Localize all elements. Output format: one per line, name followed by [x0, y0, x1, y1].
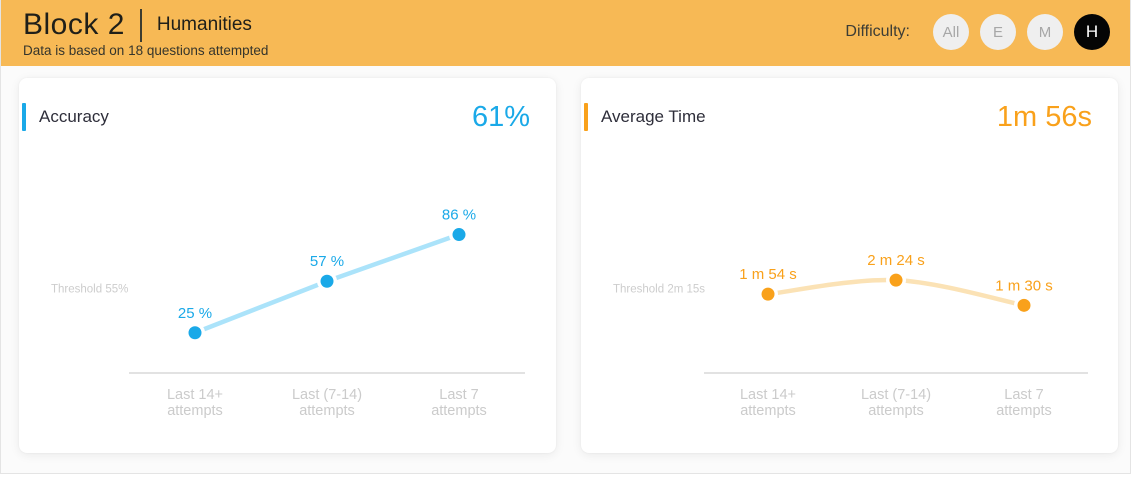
data-point — [889, 273, 903, 287]
data-point-label: 86 % — [442, 207, 476, 224]
x-axis-label: Last (7-14) attempts — [861, 387, 931, 419]
data-point-label: 57 % — [310, 253, 344, 270]
data-point — [452, 228, 466, 242]
x-axis-label: Last (7-14) attempts — [292, 387, 362, 419]
average-time-line-chart: Threshold 2m 15s 1 m 54 s 2 m 24 s 1 m 30 s… — [613, 252, 1088, 419]
difficulty-option-h[interactable]: H — [1074, 14, 1110, 50]
threshold-label: Threshold 55% — [51, 283, 128, 295]
x-axis-label: Last 14+ attempts — [167, 387, 223, 419]
data-point-label: 1 m 54 s — [739, 266, 797, 283]
data-point — [320, 274, 334, 288]
block-title: Block 2 — [23, 8, 125, 41]
average-time-card-header: Average Time 1m 56s — [581, 100, 1118, 133]
accuracy-summary-value: 61% — [471, 100, 530, 133]
data-point — [761, 287, 775, 301]
header-titles: Block 2 Humanities Data is based on 18 q… — [23, 8, 268, 58]
average-time-accent-bar — [584, 103, 588, 131]
difficulty-label: Difficulty: — [845, 23, 910, 40]
data-point-label: 1 m 30 s — [995, 277, 1053, 294]
difficulty-option-e[interactable]: E — [980, 14, 1016, 50]
accuracy-accent-bar — [22, 103, 26, 131]
x-axis-label: Last 14+ attempts — [740, 387, 796, 419]
title-divider — [139, 8, 142, 42]
x-axis-label: Last 7 attempts — [996, 387, 1052, 419]
data-point-label: 25 % — [178, 305, 212, 322]
average-time-card-title: Average Time — [601, 107, 706, 126]
accuracy-line-chart: Threshold 55% 25 % 57 % 86 % Last 14+ attempt… — [51, 207, 525, 419]
subject-title: Humanities — [156, 14, 252, 35]
difficulty-option-all[interactable]: All — [933, 14, 969, 50]
difficulty-option-m[interactable]: M — [1027, 14, 1063, 50]
accuracy-card-title: Accuracy — [39, 107, 109, 126]
data-point — [188, 326, 202, 340]
average-time-card: Average Time 1m 56s Threshold 2m 15s 1 m … — [581, 78, 1118, 453]
data-point-label: 2 m 24 s — [867, 252, 925, 269]
data-point — [1017, 298, 1031, 312]
average-time-summary-value: 1m 56s — [996, 100, 1092, 133]
threshold-label: Threshold 2m 15s — [613, 283, 705, 295]
x-axis-label: Last 7 attempts — [431, 387, 487, 419]
header-bar: Block 2 Humanities Data is based on 18 q… — [1, 0, 1130, 66]
difficulty-buttons: All E M H — [922, 14, 1110, 50]
header-subtitle: Data is based on 18 questions attempted — [23, 43, 269, 58]
accuracy-card: Accuracy 61% Threshold 55% 25 % 57 % 86 % La… — [19, 78, 556, 453]
accuracy-card-header: Accuracy 61% — [19, 100, 556, 133]
difficulty-filter: Difficulty: All E M H — [845, 14, 1110, 50]
